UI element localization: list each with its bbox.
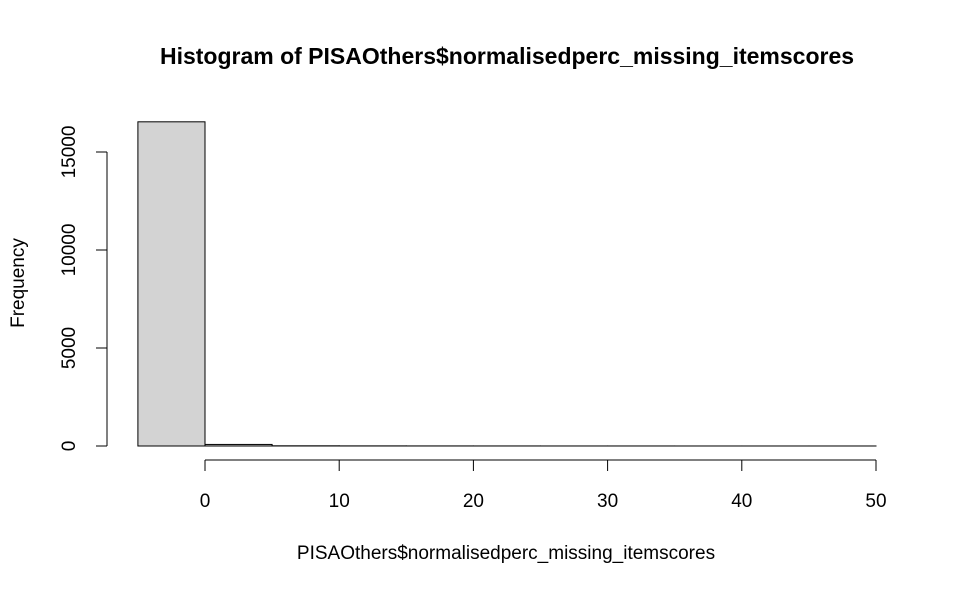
x-tick-label: 0	[200, 491, 211, 512]
y-tick-label: 0	[59, 441, 80, 452]
y-axis: 0 5000 10000 15000	[59, 126, 108, 452]
y-tick-label: 5000	[59, 327, 80, 369]
x-tick-label: 40	[731, 491, 752, 512]
x-tick-label: 50	[865, 491, 886, 512]
histogram-bar	[137, 121, 206, 447]
y-tick-label: 10000	[59, 224, 80, 277]
x-axis-label: PISAOthers$normalisedperc_missing_itemsc…	[297, 543, 715, 564]
chart-title: Histogram of PISAOthers$normalisedperc_m…	[160, 43, 854, 69]
histogram-bar	[204, 443, 273, 447]
bars-group	[137, 121, 877, 447]
x-tick-label: 30	[597, 491, 618, 512]
y-tick-label: 15000	[59, 126, 80, 179]
x-tick-label: 20	[463, 491, 484, 512]
y-axis-label: Frequency	[8, 238, 29, 328]
x-tick-label: 10	[329, 491, 350, 512]
x-axis: 0 10 20 30 40 50	[200, 459, 887, 512]
